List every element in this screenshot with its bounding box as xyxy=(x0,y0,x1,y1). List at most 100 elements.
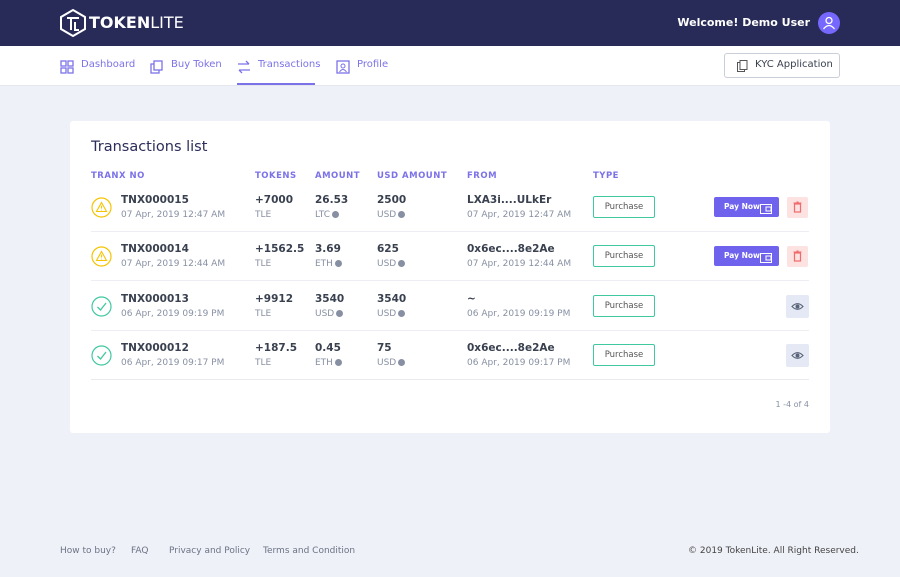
status-icon xyxy=(91,345,112,370)
status-icon xyxy=(91,295,112,321)
delete-button-graphic xyxy=(787,197,808,218)
copyright: © 2019 TokenLite. All Right Reserved. xyxy=(688,546,859,556)
nav-icon-graphic xyxy=(238,60,250,74)
kyc-icon xyxy=(737,60,748,72)
info-icon[interactable] xyxy=(398,260,406,268)
tranx-id: TNX000014 xyxy=(121,243,189,256)
delete-button[interactable] xyxy=(787,197,808,222)
footer-link[interactable]: How to buy? xyxy=(60,546,116,556)
usd-unit-wrap: USD xyxy=(377,308,406,319)
amount-unit-wrap: LTC xyxy=(315,210,340,220)
status-icon xyxy=(91,246,112,271)
wallet-icon xyxy=(760,202,772,222)
avatar[interactable] xyxy=(818,12,840,34)
info-icon[interactable] xyxy=(336,309,344,317)
status-icon-graphic xyxy=(91,197,112,218)
delete-button[interactable] xyxy=(787,246,808,271)
wallet-icon-graphic xyxy=(760,204,772,214)
type-badge[interactable]: Purchase xyxy=(593,294,655,317)
tranx-date: 06 Apr, 2019 09:19 PM xyxy=(121,308,225,319)
tranx-date: 07 Apr, 2019 12:47 AM xyxy=(121,210,226,220)
pay-now-label: Pay Now xyxy=(724,202,760,211)
column-header: TOKENS xyxy=(255,171,297,181)
logo[interactable]: TOKENLITE xyxy=(89,13,184,32)
nav-icon xyxy=(237,59,251,78)
tranx-id: TNX000013 xyxy=(121,292,189,305)
tranx-date: 06 Apr, 2019 09:17 PM xyxy=(121,357,225,368)
tokens: +187.5 xyxy=(255,341,298,354)
usd-amount: 625 xyxy=(377,243,399,256)
logo-light: LITE xyxy=(150,13,184,32)
nav-link[interactable]: Dashboard xyxy=(81,59,136,70)
nav-icon xyxy=(60,59,74,78)
kyc-label: KYC Application xyxy=(755,59,833,70)
from-date: 06 Apr, 2019 09:19 PM xyxy=(467,308,571,319)
from-date: 06 Apr, 2019 09:17 PM xyxy=(467,357,571,368)
view-button[interactable] xyxy=(786,343,809,371)
welcome[interactable]: Welcome! Demo User xyxy=(677,16,810,29)
usd-unit: USD xyxy=(377,210,397,220)
view-button-graphic xyxy=(786,294,809,318)
token-unit: TLE xyxy=(255,308,272,319)
wallet-icon xyxy=(760,251,772,271)
info-icon[interactable] xyxy=(398,309,406,317)
type-badge[interactable]: Purchase xyxy=(593,196,655,218)
info-icon[interactable] xyxy=(334,358,342,366)
column-header: AMOUNT xyxy=(315,171,361,181)
view-button[interactable] xyxy=(786,294,809,322)
pay-now-label: Pay Now xyxy=(724,251,760,261)
amount-unit: USD xyxy=(315,308,335,319)
nav-active-underline xyxy=(237,83,315,85)
amount-unit-wrap: ETH xyxy=(315,259,342,269)
divider xyxy=(91,379,809,380)
from-address: ~ xyxy=(467,292,476,305)
transactions-card: Transactions list 1 -4 of 4 TRANX NO TOKE… xyxy=(70,121,830,433)
type-badge[interactable]: Purchase xyxy=(593,245,655,268)
card-title: Transactions list xyxy=(91,139,208,155)
tranx-id: TNX000012 xyxy=(121,341,189,354)
pay-now-button[interactable]: Pay Now xyxy=(714,246,779,267)
footer-link[interactable]: FAQ xyxy=(131,546,149,556)
nav-link[interactable]: Profile xyxy=(357,59,389,70)
nav-icon-graphic xyxy=(60,60,74,74)
info-icon[interactable] xyxy=(398,211,406,218)
usd-amount: 75 xyxy=(377,341,392,354)
info-icon[interactable] xyxy=(332,211,340,218)
nav-link[interactable]: Transactions xyxy=(258,59,321,70)
type-badge[interactable]: Purchase xyxy=(593,343,655,366)
pay-now-button[interactable]: Pay Now xyxy=(714,197,779,217)
tokens: +1562.5 xyxy=(255,243,305,256)
tranx-id: TNX000015 xyxy=(121,194,189,206)
amount: 0.45 xyxy=(315,341,341,354)
amount: 3540 xyxy=(315,292,345,305)
amount-unit: LTC xyxy=(315,210,331,220)
tranx-date: 07 Apr, 2019 12:44 AM xyxy=(121,259,226,270)
info-icon[interactable] xyxy=(334,260,342,268)
info-icon[interactable] xyxy=(398,358,406,366)
nav-icon-graphic xyxy=(150,60,163,74)
footer-link[interactable]: Terms and Condition xyxy=(263,546,356,556)
row-divider xyxy=(91,231,809,232)
from-date: 07 Apr, 2019 12:47 AM xyxy=(467,210,572,220)
usd-unit: USD xyxy=(377,308,397,319)
status-icon-graphic xyxy=(91,345,112,366)
usd-unit-wrap: USD xyxy=(377,357,406,368)
amount: 26.53 xyxy=(315,194,349,206)
amount-unit-wrap: USD xyxy=(315,308,344,319)
nav-icon xyxy=(150,59,164,78)
from-date: 07 Apr, 2019 12:44 AM xyxy=(467,259,572,270)
nav-link[interactable]: Buy Token xyxy=(171,59,222,70)
row-divider xyxy=(91,329,809,331)
kyc-button[interactable]: KYC Application xyxy=(724,53,840,78)
token-unit: TLE xyxy=(255,210,272,220)
column-header: FROM xyxy=(467,171,498,181)
logo-bold: TOKEN xyxy=(89,13,151,32)
wallet-icon-graphic xyxy=(760,253,772,264)
nav-icon xyxy=(336,59,350,78)
nav-bar: KYC Application Dashboard Buy Token Transa… xyxy=(0,46,900,86)
header: TOKENLITE Welcome! Demo User xyxy=(0,0,900,46)
nav-icon-graphic xyxy=(336,60,350,74)
usd-unit: USD xyxy=(377,357,397,368)
footer-link[interactable]: Privacy and Policy xyxy=(169,546,251,556)
